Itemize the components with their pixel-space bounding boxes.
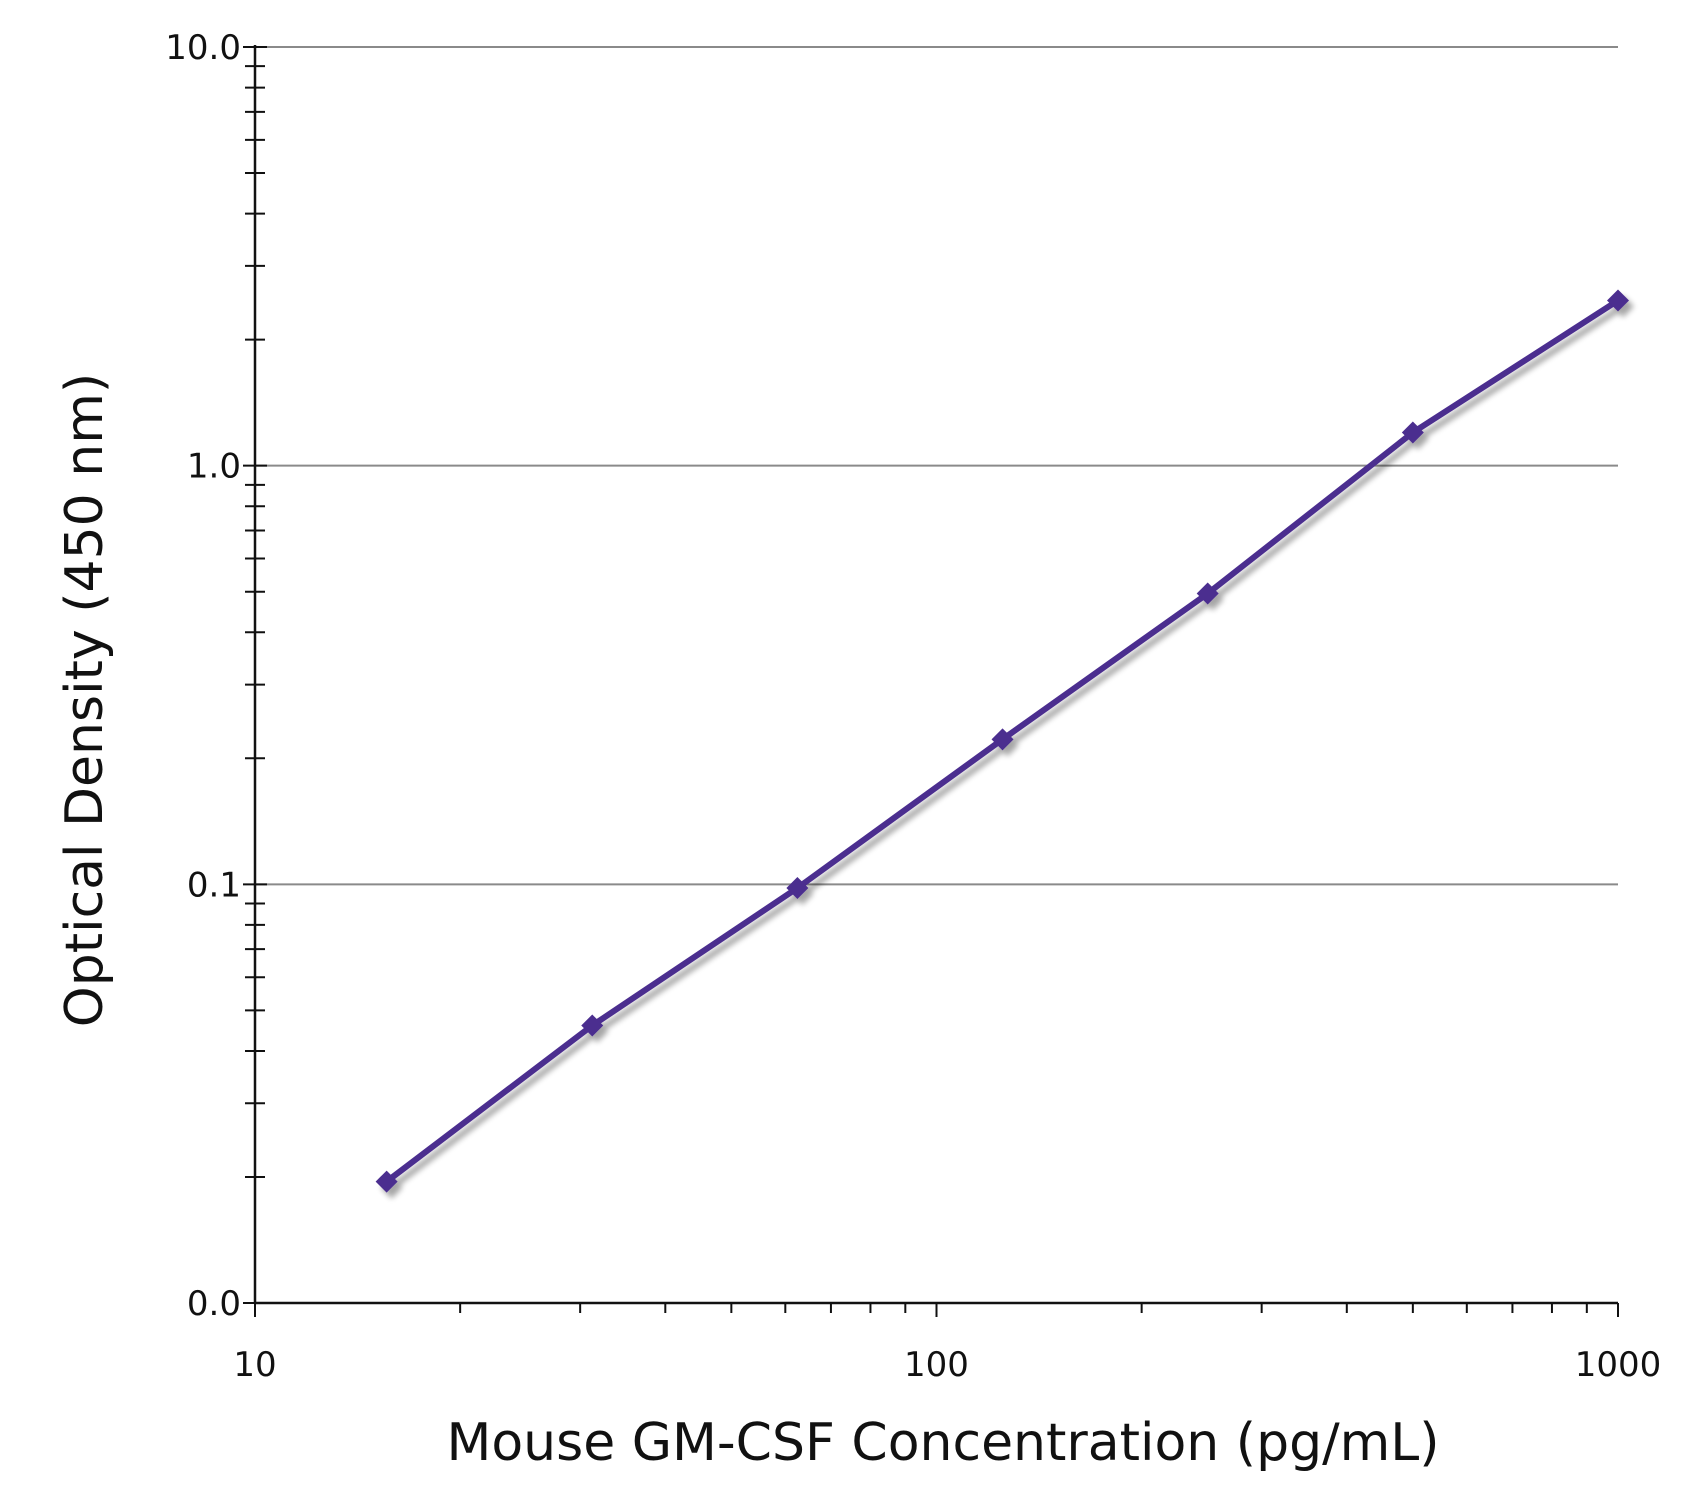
data-point-marker bbox=[375, 1170, 398, 1193]
x-tick-label: 1000 bbox=[1575, 1345, 1662, 1385]
y-tick-label: 1.0 bbox=[187, 447, 241, 487]
series-group bbox=[375, 289, 1629, 1193]
data-point-marker bbox=[786, 877, 809, 900]
data-point-marker bbox=[581, 1014, 604, 1037]
x-tick-label: 10 bbox=[233, 1345, 276, 1385]
data-point-marker bbox=[1196, 582, 1219, 605]
y-tick-label: 10.0 bbox=[165, 28, 241, 68]
data-point-marker bbox=[1607, 289, 1629, 312]
y-axis-label: Optical Density (450 nm) bbox=[55, 373, 115, 1027]
y-tick-label: 0.1 bbox=[187, 865, 241, 905]
y-tick-label: 0.0 bbox=[187, 1284, 241, 1324]
data-point-marker bbox=[991, 728, 1014, 751]
tick-labels: 0.0 0.1 1.0 10.0 10 100 1000 bbox=[165, 28, 1661, 1385]
x-axis-label: Mouse GM-CSF Concentration (pg/mL) bbox=[446, 1413, 1439, 1473]
data-point-marker bbox=[1401, 421, 1424, 444]
gridlines bbox=[255, 46, 1618, 886]
axes bbox=[243, 45, 1619, 1317]
x-tick-label: 100 bbox=[904, 1345, 969, 1385]
